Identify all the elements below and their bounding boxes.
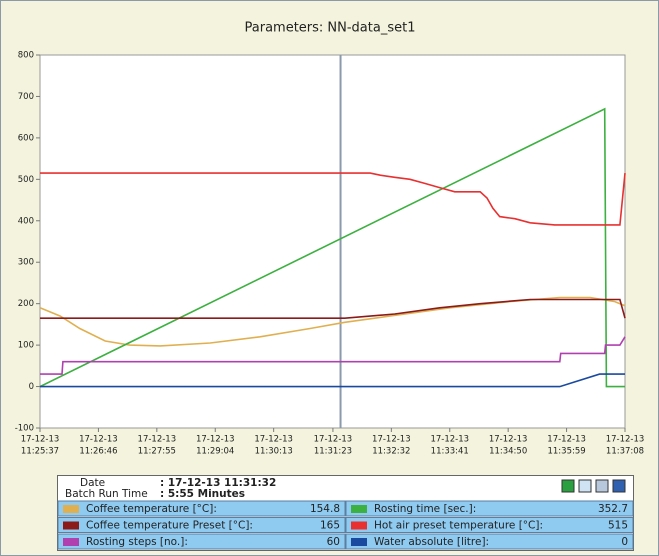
legend-label: Rosting steps [no.]:: [86, 536, 188, 548]
toolbar: [561, 479, 626, 493]
y-tick-label: 700: [18, 92, 34, 102]
legend-swatch: [63, 538, 79, 546]
legend-row: [345, 500, 634, 517]
x-tick-date: 17-12-13: [489, 435, 528, 445]
x-tick-time: 11:25:37: [21, 447, 59, 457]
y-tick-label: 400: [18, 216, 34, 226]
legend-row: [57, 517, 346, 533]
legend-swatch: [351, 538, 367, 546]
chart-title: Parameters: NN-data_set1: [245, 21, 416, 36]
x-tick-date: 17-12-13: [314, 435, 353, 445]
tool-icon[interactable]: [595, 479, 609, 493]
x-tick-date: 17-12-13: [138, 435, 177, 445]
y-tick-label: 800: [18, 51, 34, 61]
legend-label: Coffee temperature [°C]:: [86, 503, 217, 515]
legend-label: Coffee temperature Preset [°C]:: [86, 520, 253, 532]
y-tick-label: 600: [18, 133, 34, 143]
legend-label: Water absolute [litre]:: [374, 536, 489, 548]
legend-row: [57, 500, 346, 517]
x-tick-time: 11:34:50: [489, 447, 527, 457]
legend-swatch: [351, 521, 367, 530]
y-tick-label: 300: [18, 258, 34, 268]
tool-icon[interactable]: [612, 479, 626, 493]
x-tick-time: 11:35:59: [547, 447, 585, 457]
series-line: [40, 336, 626, 375]
y-tick-label: 0: [29, 382, 34, 392]
y-tick-label: 100: [18, 341, 34, 351]
x-tick-date: 17-12-13: [606, 435, 645, 445]
y-tick-label: 200: [18, 299, 34, 309]
legend-value: 352.7: [598, 503, 628, 515]
legend-label: Hot air preset temperature [°C]:: [374, 520, 543, 532]
legend-value: 60: [327, 536, 340, 548]
batch-label: Batch Run Time: [65, 488, 148, 500]
series-line: [39, 107, 625, 388]
x-tick-time: 11:27:55: [138, 447, 176, 457]
legend-value: 165: [320, 520, 340, 532]
x-tick-time: 11:26:46: [79, 447, 117, 457]
legend-row: [345, 533, 634, 550]
tool-icon[interactable]: [561, 479, 575, 493]
x-tick-time: 11:30:13: [255, 447, 293, 457]
series-line: [39, 296, 626, 347]
x-tick-date: 17-12-13: [254, 435, 293, 445]
x-tick-time: 11:37:08: [606, 447, 644, 457]
x-tick-time: 11:29:04: [196, 447, 234, 457]
date-label: Date: [80, 477, 105, 489]
x-tick-date: 17-12-13: [196, 435, 235, 445]
x-tick-date: 17-12-13: [21, 435, 60, 445]
series-line: [40, 172, 626, 226]
plot-area: [39, 54, 626, 429]
date-value: : 17-12-13 11:31:32: [160, 477, 276, 489]
tool-icon[interactable]: [578, 479, 592, 493]
x-tick-date: 17-12-13: [372, 435, 411, 445]
x-tick-time: 11:31:23: [314, 447, 352, 457]
x-tick-date: 17-12-13: [79, 435, 118, 445]
legend-swatch: [63, 521, 79, 530]
legend-value: 515: [608, 520, 628, 532]
series-line: [40, 298, 626, 319]
legend-value: 0: [621, 536, 628, 548]
legend-value: 154.8: [310, 503, 340, 515]
y-tick-label: 500: [18, 175, 34, 185]
x-tick-date: 17-12-13: [547, 435, 586, 445]
x-tick-time: 11:32:32: [372, 447, 410, 457]
x-tick-time: 11:33:41: [431, 447, 469, 457]
legend-row: [57, 533, 346, 550]
legend-label: Rosting time [sec.]:: [374, 503, 476, 515]
series-line: [40, 373, 625, 388]
x-tick-date: 17-12-13: [430, 435, 469, 445]
legend-row: [345, 517, 634, 533]
y-tick-label: -100: [15, 424, 34, 434]
legend-swatch: [63, 505, 79, 513]
legend-swatch: [351, 505, 367, 513]
batch-value: : 5:55 Minutes: [160, 488, 245, 500]
